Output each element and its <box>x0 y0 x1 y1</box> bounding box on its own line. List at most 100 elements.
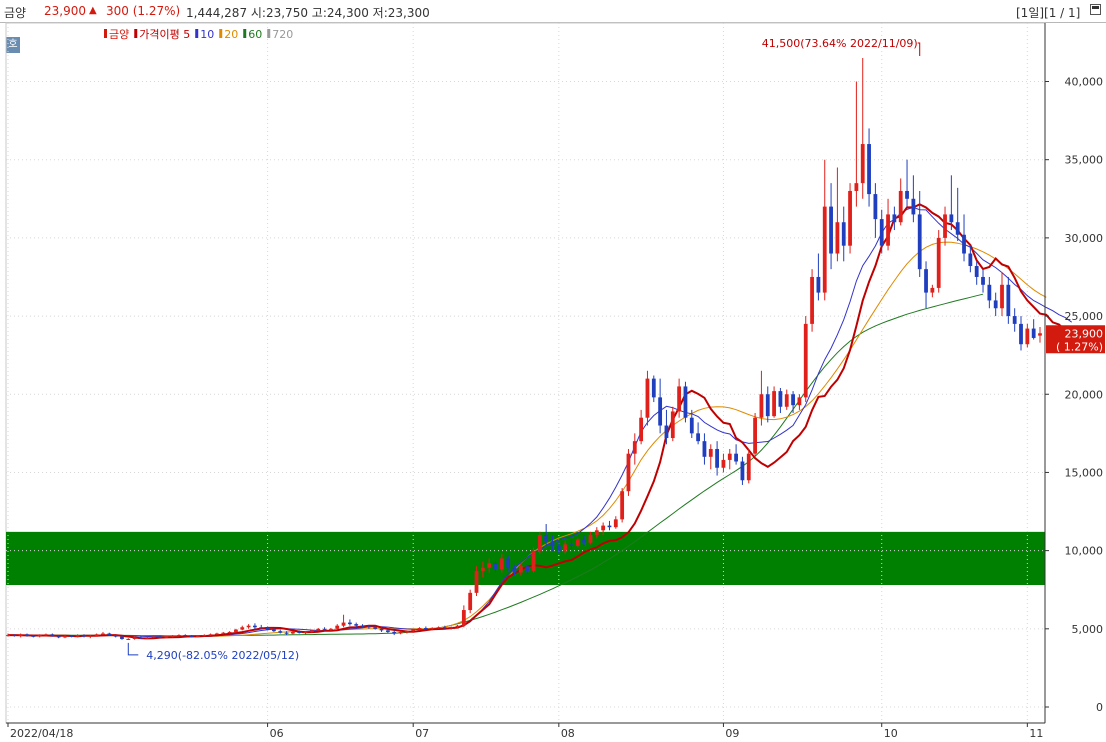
plot-frame <box>5 22 1046 724</box>
candle-body <box>493 563 498 570</box>
candle-body <box>234 629 238 632</box>
candle-body <box>892 214 897 223</box>
candle-body <box>911 198 916 215</box>
candle-body <box>1031 328 1036 338</box>
candle-body <box>183 635 188 637</box>
min-pointer <box>127 642 139 656</box>
candle-body <box>303 631 308 633</box>
candle-body <box>759 394 764 418</box>
candle-body <box>917 214 922 270</box>
candle-body <box>607 525 612 528</box>
candle-body <box>816 276 821 293</box>
candle-body <box>75 635 80 637</box>
candle-body <box>354 624 359 626</box>
candle-body <box>487 563 492 568</box>
candle-body <box>651 378 656 398</box>
candle-body <box>272 629 276 632</box>
ma5-line <box>8 203 1085 640</box>
candle-body <box>246 625 251 628</box>
candle-body <box>556 545 561 551</box>
candle-body <box>82 635 86 637</box>
legend-swatch <box>134 29 138 38</box>
candle-body <box>506 558 511 568</box>
candle-body <box>1038 333 1042 336</box>
y-tick-label: 25,000 <box>1065 310 1104 323</box>
candle-body <box>423 628 428 630</box>
period-indicator[interactable]: [1일][1 / 1] <box>1016 6 1081 20</box>
candle-body <box>499 558 504 570</box>
candle-body <box>525 566 530 571</box>
legend-item: 가격이평 5 <box>139 28 190 41</box>
candle-body <box>696 433 701 442</box>
stock-name[interactable]: 금양 <box>4 6 27 20</box>
candle-body <box>626 453 631 492</box>
volume-ohlc-summary: 1,444,287 시:23,750 고:24,300 저:23,300 <box>186 6 430 20</box>
x-tick-label: 09 <box>725 727 739 740</box>
plot-border <box>5 22 1046 724</box>
legend-item: 금양 <box>109 28 129 41</box>
candle-body <box>417 628 422 630</box>
candle-body <box>715 448 720 468</box>
legend-swatch <box>267 29 271 38</box>
candle-body <box>310 630 314 632</box>
max-price-label: 41,500(73.64% 2022/11/09) <box>762 37 918 50</box>
y-tick-label: 40,000 <box>1065 76 1104 89</box>
candle-body <box>1012 316 1017 324</box>
candle-body <box>981 276 985 285</box>
gridlines <box>6 23 1045 723</box>
candle-body <box>822 206 827 293</box>
candle-body <box>974 266 979 277</box>
candle-body <box>291 631 295 634</box>
candle-body <box>905 190 909 199</box>
legend-swatch <box>104 29 107 38</box>
candle-body <box>550 541 555 546</box>
candle-body <box>962 234 966 254</box>
candle-body <box>430 628 435 630</box>
candle-body <box>993 300 998 309</box>
candle-body <box>63 635 67 638</box>
candle-body <box>284 632 289 634</box>
candle-body <box>113 635 118 637</box>
candle-body <box>987 284 992 301</box>
candle-body <box>1019 323 1023 345</box>
candle-body <box>791 394 795 406</box>
y-tick-label: 15,000 <box>1065 466 1104 479</box>
y-tick-label: 0 <box>1096 701 1103 714</box>
candle-body <box>37 635 42 637</box>
candle-body <box>366 626 371 628</box>
candle-body <box>943 214 947 238</box>
candle-body <box>455 625 460 628</box>
candlesticks <box>6 58 1042 640</box>
candle-body <box>734 453 738 462</box>
y-tick-label: 30,000 <box>1065 232 1104 245</box>
legend-swatch <box>195 29 199 38</box>
candle-body <box>442 627 447 629</box>
legend-item: 720 <box>272 28 293 41</box>
candle-body <box>158 636 162 638</box>
candle-body <box>322 628 327 630</box>
candle-body <box>810 276 814 324</box>
candle-body <box>588 534 593 543</box>
candle-body <box>404 631 409 633</box>
hoga-badge[interactable]: 호 <box>6 37 20 53</box>
candle-body <box>544 534 549 542</box>
candle-body <box>848 190 852 246</box>
candle-body <box>835 222 840 254</box>
candle-body <box>259 627 264 629</box>
window-icon[interactable] <box>1090 4 1101 15</box>
candle-body <box>398 631 403 634</box>
candle-body <box>196 635 200 637</box>
candle-body <box>955 222 960 235</box>
current-price-value: 23,900 <box>1065 327 1104 340</box>
candle-body <box>126 638 131 640</box>
candle-body <box>25 634 29 636</box>
candle-body <box>1025 328 1030 345</box>
candle-body <box>784 394 789 407</box>
x-tick-label: 06 <box>270 727 284 740</box>
candle-body <box>50 634 55 636</box>
candle-body <box>518 566 523 573</box>
candle-body <box>569 544 574 546</box>
candle-body <box>620 491 625 520</box>
candle-body <box>316 628 321 631</box>
